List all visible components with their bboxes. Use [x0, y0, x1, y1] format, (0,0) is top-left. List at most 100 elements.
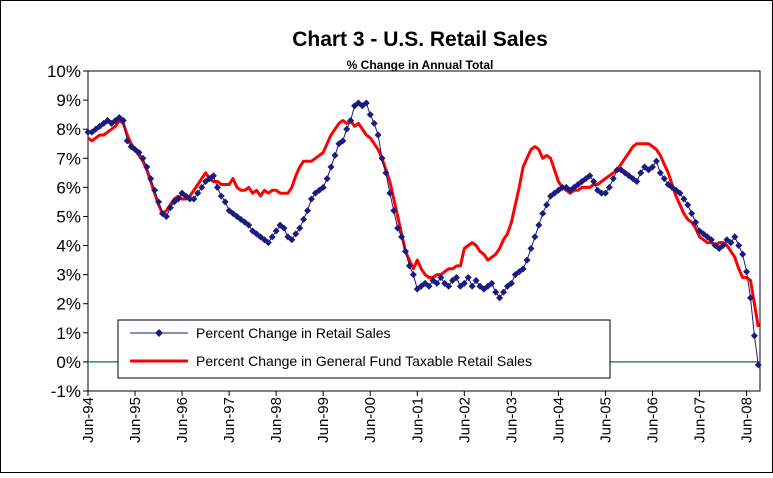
data-point [488, 279, 496, 287]
data-point [362, 99, 370, 107]
data-point [637, 169, 645, 177]
y-tick-label: 7% [56, 149, 81, 168]
data-point [300, 215, 308, 223]
x-tick-label: Jun-98 [268, 397, 285, 443]
data-point [527, 244, 535, 252]
series-line [87, 119, 760, 328]
data-point [143, 163, 151, 171]
data-point [213, 183, 221, 191]
data-point [405, 262, 413, 270]
data-point [754, 361, 762, 369]
data-point [292, 230, 300, 238]
data-point [402, 247, 410, 255]
data-point [394, 224, 402, 232]
data-point [194, 189, 202, 197]
data-point [719, 242, 727, 250]
data-point [264, 239, 272, 247]
data-point [84, 128, 92, 136]
data-point [613, 166, 621, 174]
data-point [464, 274, 472, 282]
y-tick-label: 4% [56, 237, 81, 256]
data-point [452, 274, 460, 282]
data-point [692, 218, 700, 226]
data-point [147, 175, 155, 183]
data-point [601, 189, 609, 197]
data-point [468, 282, 476, 290]
data-point [735, 242, 743, 250]
data-point [743, 268, 751, 276]
data-point [598, 189, 606, 197]
data-point [280, 224, 288, 232]
legend-label: Percent Change in Retail Sales [196, 325, 391, 341]
data-point [523, 256, 531, 264]
y-tick-label: 2% [56, 295, 81, 314]
x-tick-label: Jun-95 [127, 397, 144, 443]
x-tick-label: Jun-00 [362, 397, 379, 443]
data-point [174, 195, 182, 203]
data-point [119, 116, 127, 124]
x-tick-label: Jun-96 [174, 397, 191, 443]
data-point [288, 236, 296, 244]
data-point [386, 189, 394, 197]
data-point [746, 294, 754, 302]
data-point [347, 116, 355, 124]
data-point [221, 198, 229, 206]
y-tick-label: 6% [56, 178, 81, 197]
data-point [543, 201, 551, 209]
data-point [496, 294, 504, 302]
data-point [519, 265, 527, 273]
data-point [727, 239, 735, 247]
data-point [304, 207, 312, 215]
data-point [500, 288, 508, 296]
data-point [609, 175, 617, 183]
legend-label: Percent Change in General Fund Taxable R… [196, 353, 532, 369]
data-point [531, 233, 539, 241]
data-point [155, 198, 163, 206]
data-point [186, 195, 194, 203]
data-point [190, 195, 198, 203]
data-point [656, 169, 664, 177]
data-point [123, 137, 131, 145]
data-point [319, 183, 327, 191]
data-point [433, 279, 441, 287]
data-point [139, 154, 147, 162]
y-tick-label: 3% [56, 266, 81, 285]
data-point [445, 282, 453, 290]
x-tick-label: Jun-03 [503, 397, 520, 443]
data-point [296, 224, 304, 232]
y-tick-label: 1% [56, 324, 81, 343]
data-point [374, 131, 382, 139]
y-tick-label: -1% [51, 382, 81, 401]
data-point [245, 221, 253, 229]
data-point [684, 201, 692, 209]
data-point [272, 227, 280, 235]
x-tick-label: Jun-02 [456, 397, 473, 443]
data-point [135, 148, 143, 156]
data-point [586, 172, 594, 180]
y-tick-label: 9% [56, 91, 81, 110]
data-point [92, 125, 100, 133]
data-point [539, 210, 547, 218]
data-point [605, 183, 613, 191]
data-point [648, 163, 656, 171]
data-point [492, 288, 500, 296]
data-point [378, 154, 386, 162]
data-point [707, 236, 715, 244]
x-tick-label: Jun-97 [221, 397, 238, 443]
data-point [151, 186, 159, 194]
data-point [382, 169, 390, 177]
legend-marker [155, 329, 163, 337]
data-point [750, 332, 758, 340]
x-tick-label: Jun-08 [739, 397, 756, 443]
data-point [409, 271, 417, 279]
data-point [731, 233, 739, 241]
data-point [166, 204, 174, 212]
data-point [370, 119, 378, 127]
data-point [590, 178, 598, 186]
data-point [558, 183, 566, 191]
data-point [390, 207, 398, 215]
data-point [209, 172, 217, 180]
data-point [198, 183, 206, 191]
